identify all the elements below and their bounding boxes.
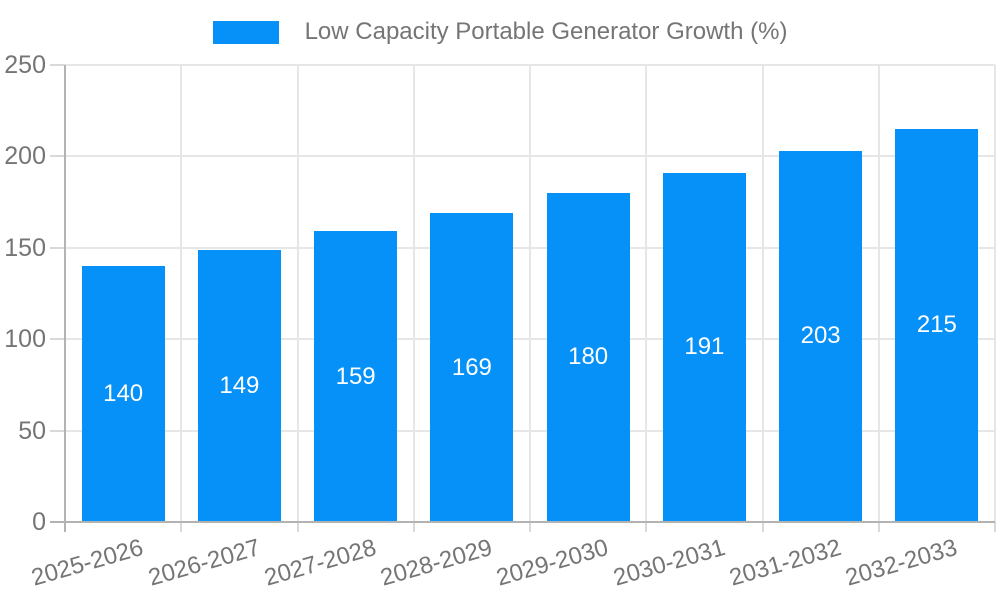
x-axis-tick [180,522,183,532]
y-axis-tick [50,64,65,66]
bar-value-label: 191 [684,333,725,361]
y-axis-tick [50,246,65,249]
x-axis-tick [296,522,299,532]
bar-2028-2029[interactable] [430,213,514,522]
bar-value-label: 215 [916,311,957,339]
bar-value-label: 169 [451,353,492,381]
x-gridline [412,65,415,522]
x-axis-category-label: 2031-2032 [726,534,845,592]
bar-2029-2030[interactable] [546,192,630,522]
x-gridline [296,65,299,522]
legend-swatch-icon [212,20,279,44]
y-axis-tick-label: 0 [32,508,46,536]
bar-value-label: 140 [103,380,144,408]
bar-2026-2027[interactable] [197,249,281,522]
x-axis-category-label: 2025-2026 [28,534,147,592]
x-gridline [877,65,880,522]
x-axis-tick [645,522,648,532]
y-axis-line [64,65,66,532]
y-axis-tick-label: 150 [4,233,46,262]
legend[interactable]: Low Capacity Portable Generator Growth (… [0,18,1000,46]
bar-2031-2032[interactable] [779,150,863,522]
bar-value-label: 159 [335,362,376,390]
x-axis-category-label: 2026-2027 [145,534,263,592]
x-axis-category-label: 2032-2033 [842,534,961,592]
x-axis-tick [412,522,415,532]
bar-2030-2031[interactable] [662,172,746,522]
y-axis-tick [50,429,65,432]
x-axis-category-label: 2029-2030 [493,534,612,592]
x-axis-category-label: 2028-2029 [377,534,496,592]
bar-value-label: 203 [800,322,841,350]
bar-2025-2026[interactable] [81,266,165,522]
x-gridline [529,65,531,522]
y-axis-tick-label: 200 [4,142,46,171]
y-axis-tick-label: 50 [18,416,46,445]
x-gridline [761,65,764,522]
x-axis-tick [877,522,880,532]
legend-label: Low Capacity Portable Generator Growth (… [304,18,788,45]
bar-2032-2033[interactable] [895,128,979,522]
x-gridline [645,65,648,522]
y-axis-tick [50,338,65,341]
x-axis-line [50,521,995,523]
y-axis-tick [50,155,65,158]
bar-2027-2028[interactable] [314,231,398,522]
x-axis-tick [761,522,764,532]
x-gridline [180,65,183,522]
x-gridline [994,65,996,522]
x-axis-category-label: 2030-2031 [610,534,728,592]
bar-value-label: 149 [219,371,260,399]
x-axis-category-label: 2027-2028 [261,534,380,592]
x-axis-tick [994,522,996,532]
y-axis-tick-label: 100 [4,325,46,354]
x-axis-tick [529,522,531,532]
y-axis-tick-label: 250 [4,51,46,79]
bar-value-label: 180 [568,343,609,371]
